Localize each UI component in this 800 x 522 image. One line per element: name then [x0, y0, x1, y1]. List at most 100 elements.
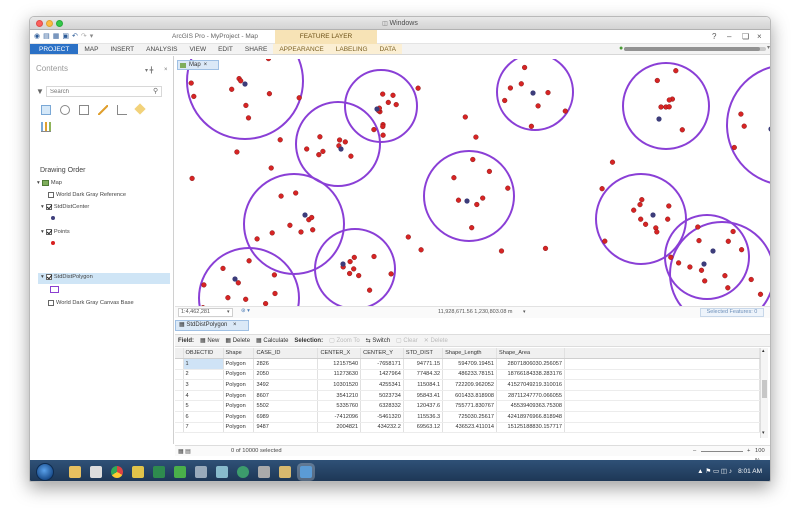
zoom-slider[interactable] — [701, 451, 743, 452]
point-feature[interactable] — [666, 203, 672, 209]
point-feature[interactable] — [309, 214, 315, 221]
filter-icon[interactable]: ▼ — [36, 87, 44, 96]
point-feature[interactable] — [188, 80, 194, 86]
table-cell[interactable]: 594709.19451 — [442, 358, 497, 370]
point-feature[interactable] — [390, 92, 396, 98]
gis-tool-icon[interactable] — [174, 465, 186, 478]
point-feature[interactable] — [473, 134, 479, 140]
point-feature[interactable] — [337, 137, 343, 143]
center-feature[interactable] — [374, 106, 380, 112]
table-cell[interactable]: Polygon — [223, 369, 255, 381]
table-cell[interactable]: 12157540 — [317, 358, 362, 370]
close-tab-icon[interactable]: × — [233, 322, 237, 328]
clock[interactable]: 8:01 AM — [738, 468, 762, 475]
point-feature[interactable] — [405, 234, 411, 240]
search-icon[interactable]: ⚲ — [153, 88, 159, 95]
point-feature[interactable] — [342, 139, 348, 145]
zoom-window-button[interactable] — [56, 20, 63, 27]
scroll-thumb[interactable] — [762, 380, 767, 398]
table-row[interactable]: 1 Polygon 2826 12157540 -7658171 94771.15 5947… — [175, 358, 760, 370]
point-feature[interactable] — [317, 134, 323, 140]
point-feature[interactable] — [498, 248, 505, 254]
signin-icon[interactable]: ● — [619, 45, 624, 52]
table-cell[interactable]: -5461320 — [360, 411, 404, 423]
point-feature[interactable] — [243, 102, 249, 109]
point-feature[interactable] — [676, 260, 682, 266]
point-feature[interactable] — [668, 254, 674, 260]
list-by-drawing-order-icon[interactable] — [41, 105, 51, 115]
map-canvas[interactable] — [175, 59, 770, 318]
table-cell[interactable]: 4 — [183, 390, 224, 402]
zoom-to-button[interactable]: ▢ Zoom To — [329, 338, 360, 344]
scale-select[interactable]: 1:4,462,281 — [178, 308, 233, 317]
expand-icon[interactable]: ▾ — [41, 229, 44, 235]
delete-selection-button[interactable]: ✕ Delete — [423, 338, 448, 344]
point-feature[interactable] — [631, 207, 637, 213]
std-distance-polygon[interactable] — [726, 65, 770, 185]
point-feature[interactable] — [415, 85, 421, 91]
point-feature[interactable] — [310, 227, 316, 233]
row-selector[interactable] — [175, 400, 184, 413]
layer-checkbox[interactable] — [45, 229, 52, 235]
arcmap-icon[interactable] — [279, 465, 291, 478]
point-feature[interactable] — [269, 230, 275, 236]
point-feature[interactable] — [367, 287, 373, 293]
table-view-icon[interactable]: ▦ ▤ — [178, 449, 191, 455]
center-feature[interactable] — [302, 212, 308, 218]
table-cell[interactable]: 42418976966.818948 — [496, 411, 565, 423]
delete-field-button[interactable]: ▦ Delete — [225, 338, 251, 344]
table-cell[interactable]: 6989 — [253, 411, 319, 423]
center-feature[interactable] — [656, 116, 662, 122]
table-cell[interactable]: 11273630 — [317, 369, 362, 381]
row-selector[interactable] — [175, 422, 184, 434]
point-feature[interactable] — [748, 276, 754, 283]
list-by-labeling-icon[interactable] — [134, 103, 146, 115]
layer-center[interactable]: ▾ StdDistCenter — [41, 204, 89, 210]
tab-insert[interactable]: INSERT — [110, 46, 135, 53]
point-feature[interactable] — [698, 267, 705, 273]
row-selector[interactable] — [175, 358, 184, 370]
point-feature[interactable] — [731, 144, 737, 151]
customize-icon[interactable]: ▾ — [89, 33, 94, 40]
point-feature[interactable] — [277, 137, 283, 143]
point-feature[interactable] — [189, 175, 195, 182]
row-selector[interactable] — [175, 379, 184, 391]
table-row[interactable]: 5 Polygon 5502 5335760 6328332 120437.6 755771… — [175, 400, 760, 413]
table-cell[interactable]: 5023734 — [360, 390, 404, 402]
point-feature[interactable] — [385, 99, 391, 106]
table-cell[interactable]: 5335760 — [317, 400, 362, 413]
point-feature[interactable] — [220, 265, 226, 272]
table-cell[interactable]: 2826 — [253, 358, 319, 370]
center-feature[interactable] — [232, 276, 238, 282]
std-distance-polygon[interactable] — [664, 214, 750, 300]
table-cell[interactable]: 15125188830.157717 — [496, 422, 565, 434]
table-cell[interactable]: 41527049219.310016 — [496, 379, 565, 391]
map-view[interactable] — [175, 59, 770, 318]
layer-map[interactable]: ▾ Map — [37, 180, 62, 186]
table-row[interactable]: 6 Polygon 6989 -7412096 -5461320 115536.3 7250… — [175, 411, 760, 423]
start-button[interactable] — [36, 462, 54, 481]
layer-checkbox[interactable] — [45, 274, 52, 280]
list-by-snapping-icon[interactable] — [117, 105, 127, 115]
table-cell[interactable]: 6 — [183, 411, 224, 423]
table-cell[interactable]: 3492 — [253, 379, 319, 391]
point-feature[interactable] — [388, 271, 394, 277]
table-cell[interactable]: Polygon — [223, 422, 255, 434]
chrome-icon[interactable] — [111, 465, 123, 478]
collapse-ribbon-icon[interactable]: ▾ — [767, 45, 771, 51]
point-feature[interactable] — [654, 229, 660, 235]
table-tab[interactable]: ▦ StdDistPolygon × — [175, 320, 249, 331]
close-pane-icon[interactable]: × — [164, 67, 168, 73]
point-feature[interactable] — [268, 165, 274, 171]
std-distance-polygon[interactable] — [595, 173, 687, 265]
point-feature[interactable] — [738, 111, 744, 117]
point-feature[interactable] — [201, 282, 207, 288]
point-feature[interactable] — [265, 59, 272, 62]
layer-checkbox[interactable] — [48, 192, 54, 198]
table-cell[interactable]: 8607 — [253, 390, 319, 402]
expand-icon[interactable]: ▾ — [37, 180, 40, 186]
point-feature[interactable] — [246, 258, 252, 264]
open-icon[interactable]: ▦ — [52, 33, 60, 40]
table-cell[interactable]: 3541210 — [317, 390, 362, 402]
layer-polygon[interactable]: ▾ StdDistPolygon — [41, 274, 93, 280]
